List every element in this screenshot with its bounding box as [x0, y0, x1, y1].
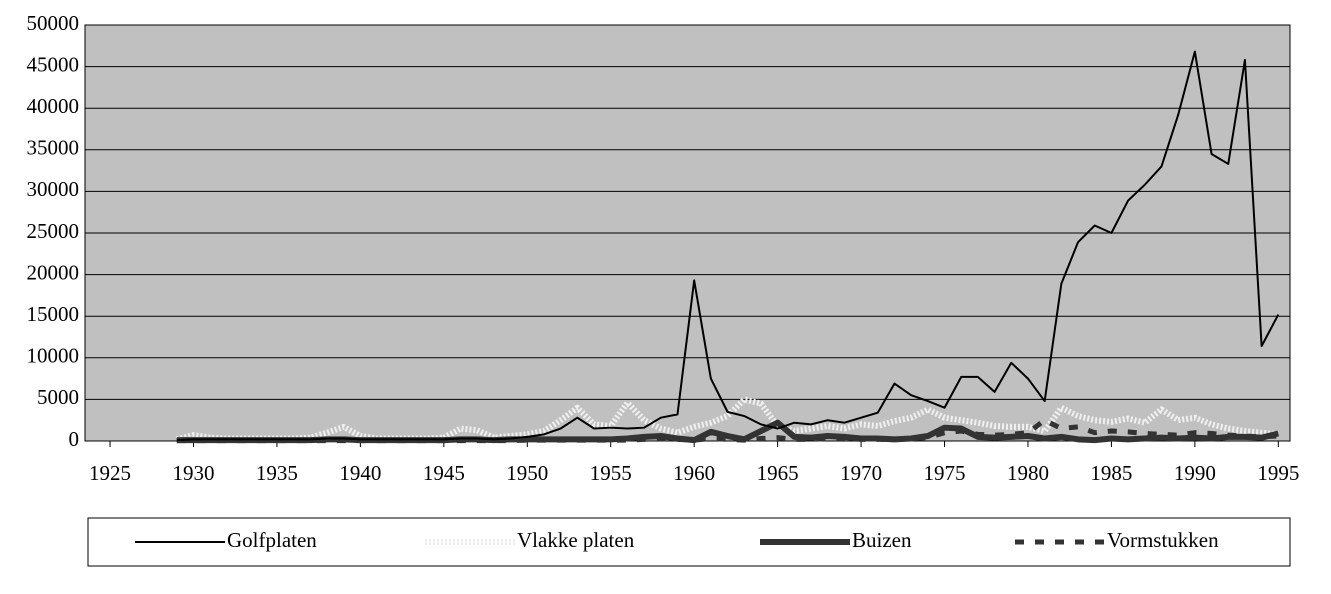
- y-tick-label: 20000: [27, 260, 80, 284]
- y-tick-label: 15000: [27, 302, 80, 326]
- y-tick-label: 10000: [27, 344, 80, 368]
- x-tick-label: 1950: [506, 461, 548, 485]
- legend-box: [87, 517, 1291, 567]
- series-line: [176, 50, 1280, 442]
- x-tick-label: 1965: [757, 461, 799, 485]
- x-tick-label: 1940: [339, 461, 381, 485]
- y-tick-label: 40000: [27, 94, 80, 118]
- x-tick-label: 1995: [1257, 461, 1299, 485]
- y-tick-label: 25000: [27, 219, 80, 243]
- x-tick-label: 1960: [673, 461, 715, 485]
- x-tick-label: 1970: [840, 461, 882, 485]
- x-tick-label: 1975: [924, 461, 966, 485]
- y-tick-label: 5000: [37, 385, 79, 409]
- y-tick-label: 50000: [27, 11, 80, 35]
- y-tick-label: 35000: [27, 136, 80, 160]
- x-tick-label: 1980: [1007, 461, 1049, 485]
- x-tick-label: 1985: [1090, 461, 1132, 485]
- legend-label: Vormstukken: [1107, 528, 1219, 552]
- x-tick-label: 1925: [89, 461, 131, 485]
- y-tick-label: 0: [69, 427, 80, 451]
- x-tick-label: 1990: [1174, 461, 1216, 485]
- x-tick-label: 1945: [423, 461, 465, 485]
- legend-label: Vlakke platen: [517, 528, 635, 552]
- x-tick-label: 1935: [256, 461, 298, 485]
- x-tick-label: 1930: [172, 461, 214, 485]
- y-tick-label: 30000: [27, 177, 80, 201]
- series-line: [176, 396, 1279, 443]
- legend-label: Golfplaten: [227, 528, 317, 552]
- x-tick-label: 1955: [590, 461, 632, 485]
- y-tick-label: 45000: [27, 52, 80, 76]
- legend-label: Buizen: [852, 528, 912, 552]
